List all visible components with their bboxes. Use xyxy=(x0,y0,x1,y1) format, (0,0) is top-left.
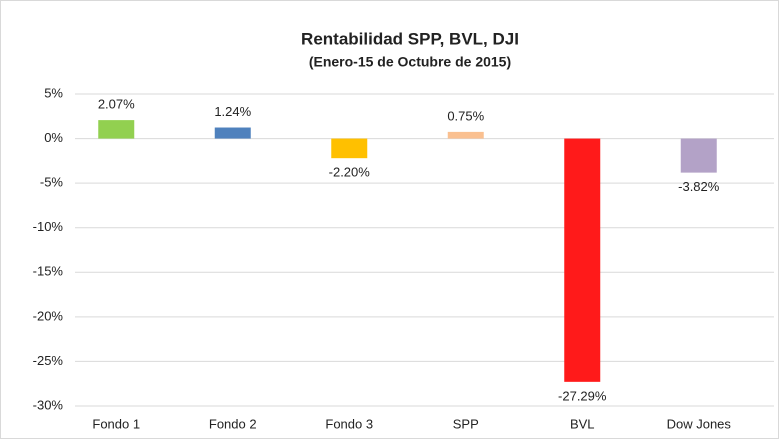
data-label: -27.29% xyxy=(558,388,607,403)
y-tick-label: -25% xyxy=(33,353,64,368)
x-tick-label: Fondo 1 xyxy=(92,416,140,431)
data-label: -3.82% xyxy=(678,179,720,194)
y-tick-label: -30% xyxy=(33,397,64,412)
y-tick-label: 5% xyxy=(44,85,63,100)
y-tick-label: -10% xyxy=(33,219,64,234)
y-tick-label: -15% xyxy=(33,264,64,279)
x-tick-label: BVL xyxy=(570,416,595,431)
bar xyxy=(680,138,717,173)
data-label: 2.07% xyxy=(98,97,135,112)
bar xyxy=(447,131,484,139)
data-label: -2.20% xyxy=(329,165,371,180)
y-tick-label: 0% xyxy=(44,130,63,145)
chart-title: Rentabilidad SPP, BVL, DJI xyxy=(301,29,519,48)
x-tick-label: SPP xyxy=(453,416,479,431)
x-tick-label: Fondo 2 xyxy=(209,416,257,431)
data-label: 1.24% xyxy=(214,104,251,119)
data-label: 0.75% xyxy=(447,108,484,123)
x-tick-label: Dow Jones xyxy=(667,416,732,431)
y-tick-label: -5% xyxy=(40,175,64,190)
chart-subtitle: (Enero-15 de Octubre de 2015) xyxy=(309,54,511,70)
x-tick-label: Fondo 3 xyxy=(325,416,373,431)
bar xyxy=(214,127,251,139)
y-tick-label: -20% xyxy=(33,308,64,323)
bar xyxy=(331,138,368,159)
bar xyxy=(98,120,135,139)
bar xyxy=(564,138,601,382)
